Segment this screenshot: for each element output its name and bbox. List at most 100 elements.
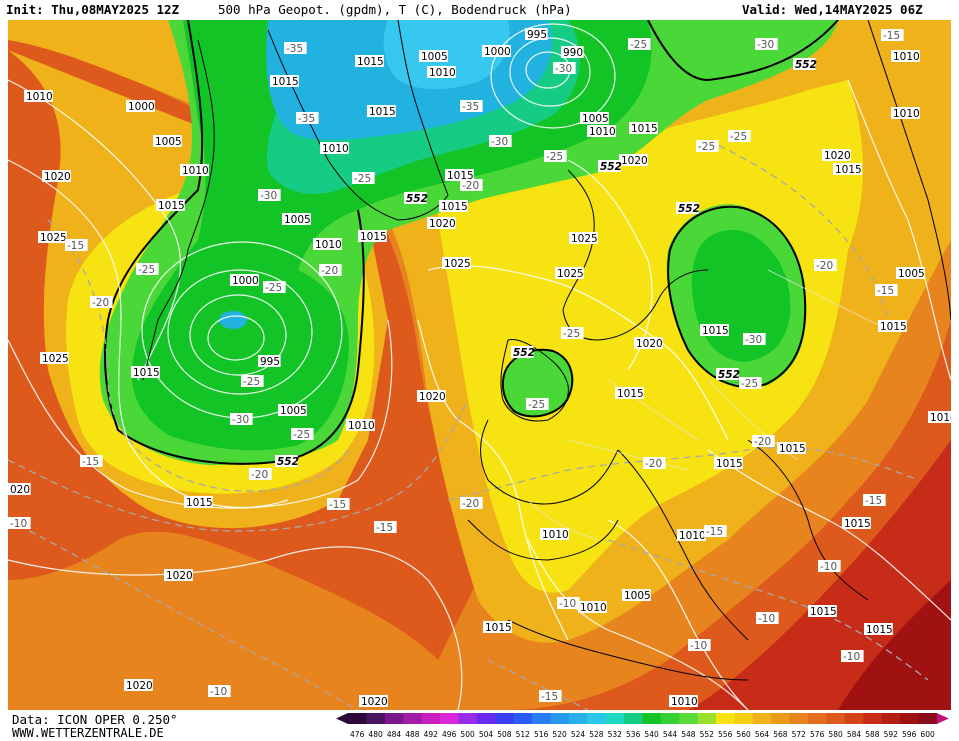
- pressure-label-box: [714, 457, 743, 469]
- pressure-label-box: [842, 517, 871, 529]
- scale-tick-label: 516: [534, 730, 549, 739]
- pressure-label-box: [153, 135, 182, 147]
- pressure-label: 1015: [355, 55, 384, 68]
- scale-swatch: [697, 713, 717, 724]
- pressure-label-text: 1015: [631, 123, 658, 135]
- pressure-label-box: [483, 621, 512, 633]
- pressure-label-box: [313, 238, 342, 250]
- pressure-label: 995: [525, 28, 548, 41]
- temperature-label-text: -25: [741, 378, 758, 390]
- parameter-title: 500 hPa Geopot. (gpdm), T (C), Bodendruc…: [218, 2, 572, 17]
- temperature-label: -30: [258, 189, 281, 202]
- contour-552-label-box: [676, 202, 699, 214]
- temperature-label-box: [704, 525, 727, 537]
- temperature-label-box: [814, 259, 837, 271]
- temperature-label-text: -20: [816, 260, 833, 272]
- pressure-label-box: [367, 105, 396, 117]
- scale-swatch: [771, 713, 791, 724]
- pressure-label-text: 1005: [421, 51, 448, 63]
- temperature-label-box: [863, 494, 886, 506]
- temperature-label: -35: [296, 112, 319, 125]
- temperature-label-text: -20: [92, 297, 109, 309]
- pressure-label-box: [634, 337, 663, 349]
- pressure-label: 1010: [346, 419, 375, 432]
- temperature-label: -15: [875, 284, 898, 297]
- temperature-label-text: -15: [706, 526, 723, 538]
- pressure-label-text: 1010: [348, 420, 375, 432]
- temperature-label-box: [526, 398, 549, 410]
- pressure-label-text: 1020: [621, 155, 648, 167]
- temperature-label-text: -10: [210, 686, 227, 698]
- pressure-label-box: [282, 213, 311, 225]
- pressure-label: 1005: [622, 589, 651, 602]
- pressure-label: 1010: [540, 528, 569, 541]
- pressure-label-text: 1025: [444, 258, 471, 270]
- contour-552-label: 552: [716, 368, 740, 381]
- contour-552-label-text: 552: [678, 203, 700, 215]
- temperature-label-box: [8, 517, 31, 529]
- contour-552-label: 552: [793, 58, 817, 71]
- pressure-label: 1010: [891, 50, 920, 63]
- temperature-label: -10: [688, 639, 711, 652]
- scale-swatch: [624, 713, 643, 724]
- temperature-label-box: [881, 29, 904, 41]
- pressure-label-box: [126, 100, 155, 112]
- pressure-label-box: [258, 355, 281, 367]
- color-scale-bar: 476 480 484 488 492 496 500 504 508 512 516 520 524 5…: [336, 713, 949, 739]
- pressure-label: 1015: [777, 442, 806, 455]
- temperature-label-box: [460, 100, 483, 112]
- pressure-label-box: [896, 267, 925, 279]
- pressure-label-text: 1010: [182, 165, 209, 177]
- scale-swatch: [532, 713, 551, 724]
- pressure-label-text: 1015: [272, 76, 299, 88]
- scale-tick-label: 488: [405, 730, 420, 739]
- temperature-label-box: [136, 263, 159, 275]
- scale-tick-label: 480: [368, 730, 383, 739]
- pressure-label: 1015: [878, 320, 907, 333]
- pressure-label: 1015: [184, 496, 213, 509]
- scale-tick-label: 536: [626, 730, 641, 739]
- pressure-label: 1000: [230, 274, 259, 287]
- scale-tick-label: 492: [424, 730, 439, 739]
- pressure-label: 1025: [569, 232, 598, 245]
- pressure-label-box: [891, 50, 920, 62]
- pressure-label-text: 1015: [835, 164, 862, 176]
- temperature-label: -30: [755, 38, 778, 51]
- pressure-label-box: [622, 589, 651, 601]
- pressure-label-text: 1015: [617, 388, 644, 400]
- temperature-label: -15: [65, 239, 88, 252]
- pressure-label-box: [427, 66, 456, 78]
- temperature-label: -35: [284, 42, 307, 55]
- geopotential-map: 1010100010051010102010151025102510151000…: [8, 20, 951, 710]
- temperature-label-box: [230, 413, 253, 425]
- scale-tick-label: 592: [884, 730, 899, 739]
- temperature-label: -20: [814, 259, 837, 272]
- pressure-label-box: [184, 496, 213, 508]
- pressure-label: 1005: [153, 135, 182, 148]
- scale-swatch: [844, 713, 864, 724]
- scale-swatch: [660, 713, 680, 724]
- temperature-label: -15: [881, 29, 904, 42]
- scale-tick-label: 528: [589, 730, 604, 739]
- temperature-label-box: [841, 650, 864, 662]
- pressure-label: 1015: [483, 621, 512, 634]
- pressure-label-box: [619, 154, 648, 166]
- pressure-label-box: [42, 170, 71, 182]
- pressure-label-text: 1005: [155, 136, 182, 148]
- scale-swatch: [384, 713, 404, 724]
- pressure-label-text: 1000: [232, 275, 259, 287]
- pressure-label-box: [482, 45, 511, 57]
- scale-swatch: [440, 713, 459, 724]
- contour-552-label-text: 552: [795, 59, 817, 71]
- temperature-label-text: -25: [546, 151, 563, 163]
- pressure-label-box: [24, 90, 53, 102]
- scale-swatch: [900, 713, 919, 724]
- pressure-label-box: [569, 232, 598, 244]
- temperature-label-text: -30: [232, 414, 249, 426]
- temperature-label-box: [90, 296, 113, 308]
- pressure-label-text: 1025: [557, 268, 584, 280]
- pressure-label-text: 1005: [624, 590, 651, 602]
- pressure-label-box: [525, 28, 548, 40]
- contour-552-label-box: [404, 192, 427, 204]
